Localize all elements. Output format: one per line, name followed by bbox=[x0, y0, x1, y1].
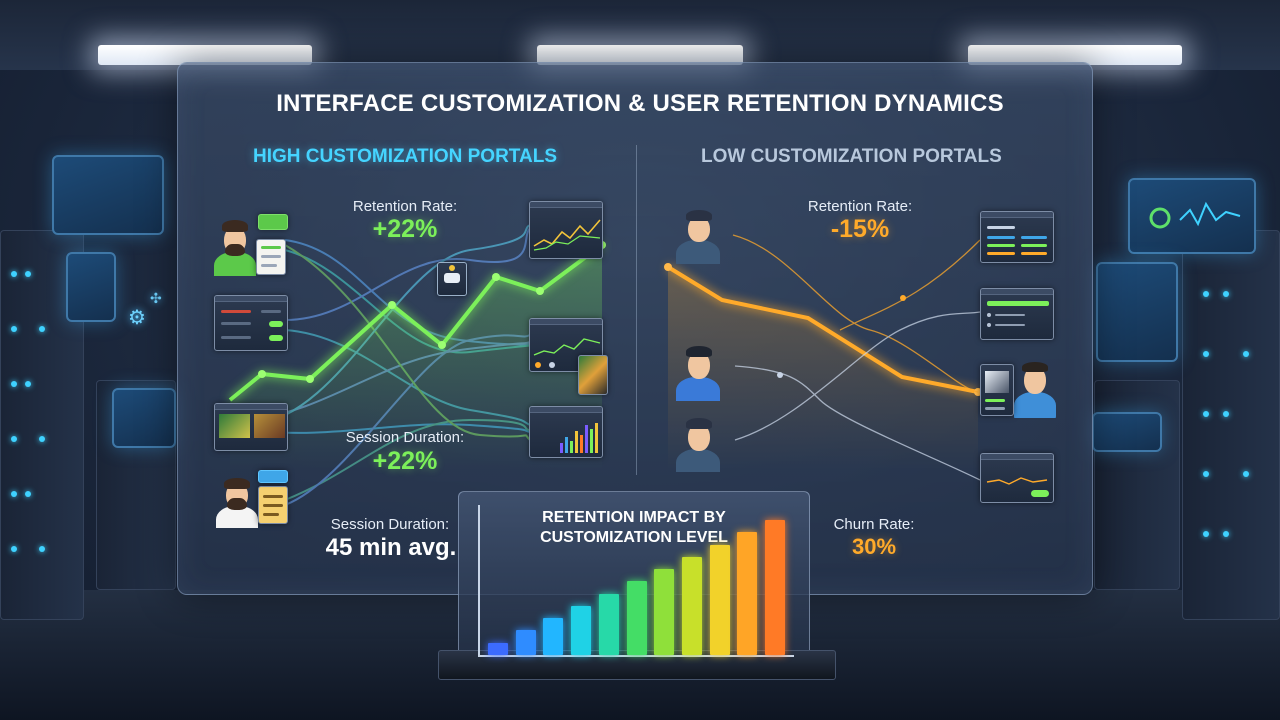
image-preview-card bbox=[980, 364, 1014, 416]
progress-list-card bbox=[980, 211, 1054, 263]
session-duration-label: Session Duration: bbox=[345, 429, 465, 446]
chart-title-line-1: RETENTION IMPACT BY bbox=[542, 509, 726, 526]
side-monitor bbox=[1096, 262, 1178, 362]
line-chart-card bbox=[529, 201, 603, 259]
theme-preview-card bbox=[214, 403, 288, 451]
settings-list-card bbox=[980, 288, 1054, 340]
notes-card bbox=[258, 486, 288, 524]
chart-bar bbox=[654, 569, 674, 655]
chart-bar bbox=[543, 618, 563, 655]
waveform-icon bbox=[1149, 201, 1241, 229]
chart-title-line-2: CUSTOMIZATION LEVEL bbox=[540, 529, 728, 546]
settings-toggle-card bbox=[214, 295, 288, 351]
ceiling-light bbox=[968, 45, 1182, 65]
ceiling-light bbox=[537, 45, 743, 65]
chart-bar bbox=[627, 581, 647, 655]
chart-bar bbox=[710, 545, 730, 655]
color-picker-card bbox=[578, 355, 608, 395]
ceiling-light bbox=[98, 45, 312, 65]
high-customization-heading: HIGH CUSTOMIZATION PORTALS bbox=[253, 146, 557, 167]
badge-card bbox=[258, 470, 288, 483]
churn-rate-value: 30% bbox=[851, 534, 897, 559]
chart-bar bbox=[488, 643, 508, 655]
chart-x-axis bbox=[478, 655, 794, 657]
low-retention-rate-value: -15% bbox=[830, 215, 890, 243]
side-monitor bbox=[66, 252, 116, 322]
chat-icon bbox=[437, 262, 467, 296]
user-avatar bbox=[214, 476, 262, 528]
section-divider bbox=[636, 145, 637, 475]
retention-rate-label: Retention Rate: bbox=[352, 198, 458, 215]
chart-bar bbox=[765, 520, 785, 655]
retention-rate-value: +22% bbox=[372, 215, 438, 243]
checklist-card bbox=[256, 239, 286, 275]
badge-card bbox=[258, 214, 288, 230]
low-customization-heading: LOW CUSTOMIZATION PORTALS bbox=[701, 146, 1002, 167]
settings-icon: ⚙ bbox=[128, 307, 146, 329]
user-avatar bbox=[674, 417, 724, 472]
chart-bar bbox=[682, 557, 702, 655]
churn-rate-label: Churn Rate: bbox=[833, 516, 915, 533]
low-retention-rate-label: Retention Rate: bbox=[807, 198, 913, 215]
side-monitor bbox=[112, 388, 176, 448]
user-avatar bbox=[674, 345, 724, 401]
slider-card bbox=[980, 453, 1054, 503]
bar-chart-card bbox=[529, 406, 603, 458]
side-monitor bbox=[1092, 412, 1162, 452]
user-avatar bbox=[674, 206, 724, 264]
chart-bar bbox=[571, 606, 591, 655]
chart-y-axis bbox=[478, 505, 480, 657]
chart-bar bbox=[599, 594, 619, 655]
session-average-value: 45 min avg. bbox=[325, 534, 457, 561]
network-icon: ✣ bbox=[150, 290, 162, 306]
side-monitor bbox=[52, 155, 164, 235]
chart-bar bbox=[737, 532, 757, 655]
user-avatar bbox=[1012, 362, 1058, 418]
chart-title: RETENTION IMPACT BY CUSTOMIZATION LEVEL bbox=[458, 508, 810, 548]
page-title: INTERFACE CUSTOMIZATION & USER RETENTION… bbox=[276, 90, 1004, 117]
side-monitor bbox=[1128, 178, 1256, 254]
user-avatar bbox=[212, 216, 258, 276]
chart-bar bbox=[516, 630, 536, 655]
session-duration-value: +22% bbox=[372, 447, 438, 475]
session-average-label: Session Duration: bbox=[330, 516, 450, 533]
